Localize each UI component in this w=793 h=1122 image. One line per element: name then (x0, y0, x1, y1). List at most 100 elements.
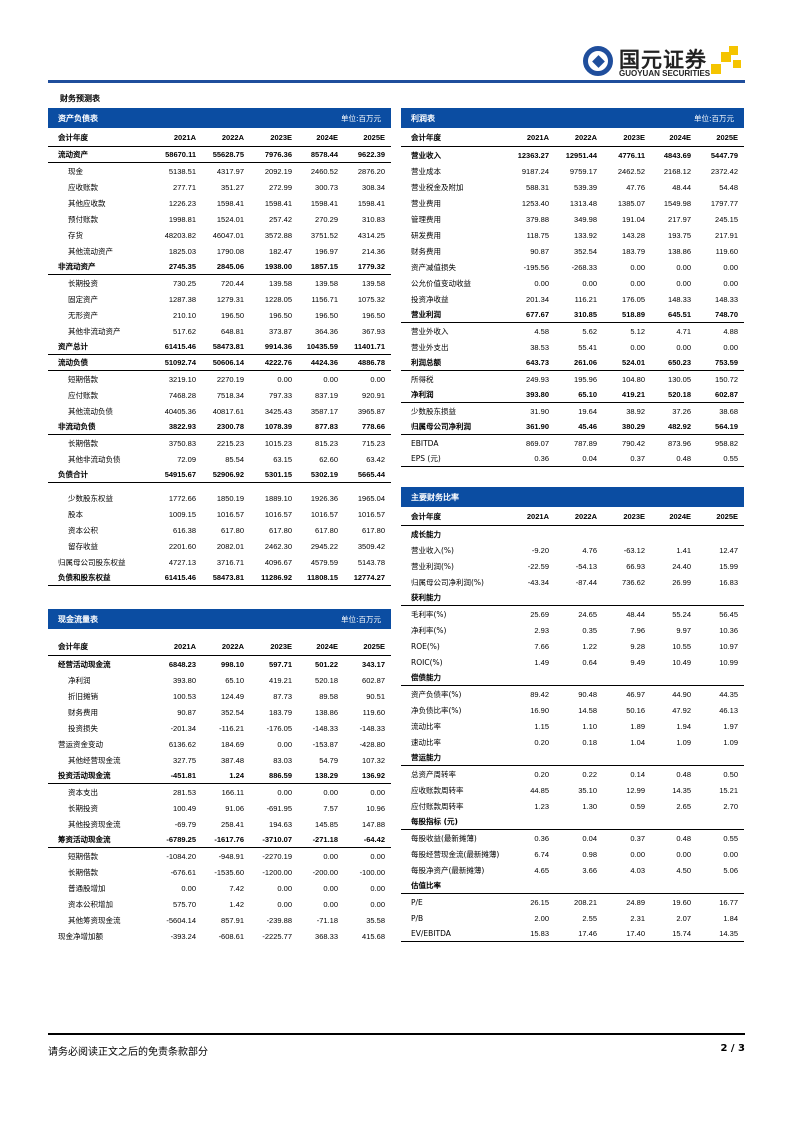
cell-value: 4727.13 (168, 557, 196, 567)
cell-value: 7518.34 (216, 390, 244, 400)
cell-value: 0.00 (370, 851, 385, 861)
table-row: 应付账款周转率 1.23 1.30 0.59 2.65 2.70 (401, 798, 744, 814)
cell-value: 1524.01 (216, 214, 244, 224)
cell-value: 4.65 (534, 865, 549, 875)
cell-value: 1009.15 (168, 509, 196, 519)
cell-value: 379.88 (526, 214, 549, 224)
cell-value: 118.75 (526, 230, 549, 240)
cell-value: 1825.03 (168, 246, 196, 256)
cell-value: 138.86 (668, 246, 691, 256)
row-label: 经营活动现金流 (58, 659, 111, 669)
cell-value: 0.00 (630, 278, 645, 288)
cell-value: -2270.19 (262, 851, 292, 861)
cell-value: 150.72 (715, 374, 738, 384)
cell-value: 0.00 (723, 849, 738, 859)
column-header-year: 2021A (173, 641, 196, 651)
cell-value: 349.98 (574, 214, 597, 224)
row-label: 应付账款周转率 (411, 801, 464, 811)
table-row: 总资产周转率 0.20 0.22 0.14 0.48 0.50 (401, 766, 744, 782)
cell-value: 12.99 (626, 785, 645, 795)
cell-value: 1.09 (723, 737, 738, 747)
cell-value: 0.00 (370, 883, 385, 893)
cell-value: 184.69 (221, 739, 244, 749)
table-row: 现金 5138.51 4317.97 2092.19 2460.52 2876.20 (48, 163, 391, 179)
cell-value: 145.85 (315, 819, 338, 829)
column-header-year: 2021A (526, 511, 549, 521)
cell-value: 55.24 (672, 609, 691, 619)
column-header-label: 会计年度 (58, 132, 88, 142)
row-label: 成长能力 (411, 529, 441, 539)
cell-value: 0.00 (370, 787, 385, 797)
table-row: 长期投资 730.25 720.44 139.58 139.58 139.58 (48, 275, 391, 291)
cell-value: 2.93 (534, 625, 549, 635)
cell-value: 310.85 (574, 310, 597, 319)
row-label: 资产总计 (58, 342, 88, 351)
cell-value: 736.62 (622, 577, 645, 587)
cell-value: 2.65 (676, 801, 691, 811)
row-label: 其他应收款 (68, 198, 106, 208)
table-row: 资产负债率(%) 89.42 90.48 46.97 44.90 44.35 (401, 686, 744, 702)
cell-value: 91.06 (225, 803, 244, 813)
table-row: 预付账款 1998.81 1524.01 257.42 270.29 310.83 (48, 211, 391, 227)
cell-value: 58473.81 (212, 573, 244, 582)
column-header-year: 2024E (316, 132, 338, 142)
cell-value: 361.90 (526, 422, 549, 431)
cell-value: 3822.93 (168, 422, 196, 431)
cell-value: 148.33 (715, 294, 738, 304)
cell-value: 194.63 (269, 819, 292, 829)
income-title-bar: 利润表 单位:百万元 (401, 108, 744, 128)
row-label: 应付账款 (68, 390, 98, 400)
table-row: 财务费用 90.87 352.54 183.79 138.86 119.60 (48, 704, 391, 720)
cell-value: 24.65 (578, 609, 597, 619)
cell-value: 54.48 (719, 182, 738, 192)
cell-value: 63.42 (366, 454, 385, 464)
cell-value: 10.36 (719, 625, 738, 635)
cell-value: 50606.14 (212, 358, 244, 367)
row-label: 流动资产 (58, 150, 88, 159)
row-label: P/B (411, 913, 424, 923)
cell-value: 40817.61 (212, 406, 244, 416)
cell-value: -148.33 (359, 723, 385, 733)
cell-value: 14.35 (719, 929, 738, 938)
cell-value: 0.00 (630, 342, 645, 352)
cell-value: 0.59 (630, 801, 645, 811)
row-label: 投资损失 (68, 723, 98, 733)
table-row: 应收账款周转率 44.85 35.10 12.99 14.35 15.21 (401, 782, 744, 798)
cell-value: 138.29 (315, 771, 338, 780)
table-row: 流动比率 1.15 1.10 1.89 1.94 1.97 (401, 718, 744, 734)
cell-value: 139.58 (362, 278, 385, 288)
table-row: 应付账款 7468.28 7518.34 797.33 837.19 920.91 (48, 387, 391, 403)
cell-value: 208.21 (574, 897, 597, 907)
row-label: 其他非流动负债 (68, 454, 121, 464)
cell-value: 387.48 (221, 755, 244, 765)
cell-value: 920.91 (362, 390, 385, 400)
cell-value: 0.00 (323, 883, 338, 893)
cell-value: 0.36 (534, 833, 549, 843)
row-label: 每股指标 (元) (411, 817, 458, 826)
column-header-year: 2023E (623, 511, 645, 521)
cell-value: 58473.81 (212, 342, 244, 351)
balance-column-header: 会计年度 2021A 2022A 2023E 2024E 2025E (48, 128, 391, 147)
table-row: 投资损失 -201.34 -116.21 -176.05 -148.33 -148.33 (48, 720, 391, 736)
cell-value: 815.23 (315, 438, 338, 448)
table-row: 筹资活动现金流 -6789.25 -1617.76 -3710.07 -271.18 -6… (48, 832, 391, 848)
cell-value: 4096.67 (264, 557, 292, 567)
row-label: 普通股增加 (68, 883, 106, 893)
cell-value: 364.36 (315, 326, 338, 336)
cell-value: 0.00 (277, 787, 292, 797)
cell-value: 645.51 (668, 310, 691, 319)
row-label: 非流动负债 (58, 422, 96, 431)
cell-value: 0.22 (582, 769, 597, 779)
row-label: 净负债比率(%) (411, 705, 462, 715)
cell-value: 1.89 (630, 721, 645, 731)
cell-value: 1279.31 (216, 294, 244, 304)
table-row: 资产减值损失 -195.56 -268.33 0.00 0.00 0.00 (401, 259, 744, 275)
cell-value: 44.85 (530, 785, 549, 795)
cell-value: 1772.66 (168, 493, 196, 503)
row-label: 营业收入 (411, 150, 441, 160)
cell-value: 0.00 (676, 278, 691, 288)
table-row: 留存收益 2201.60 2082.01 2462.30 2945.22 3509.42 (48, 538, 391, 554)
cell-value: 196.50 (221, 310, 244, 320)
cell-value: 1.22 (582, 641, 597, 651)
cell-value: 35.58 (366, 915, 385, 925)
